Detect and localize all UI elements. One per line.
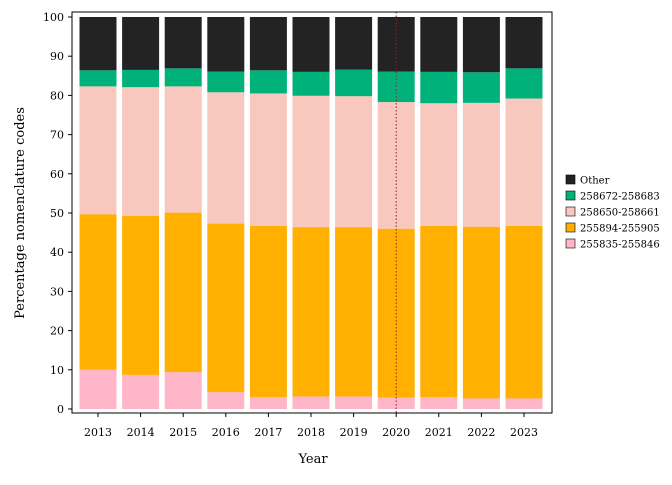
bar-2021-258672-258683 (420, 71, 458, 104)
y-tick-label-0: 0 (57, 403, 64, 416)
bar-2015-255894-255905 (164, 212, 202, 373)
legend-swatch-258672-258683 (565, 190, 576, 201)
bar-2022-255894-255905 (462, 226, 500, 399)
legend-swatch-255894-255905 (565, 222, 576, 233)
legend-swatch-255835-255846 (565, 238, 576, 249)
legend-label-258672-258683: 258672-258683 (580, 192, 660, 203)
bar-2018-258650-258661 (292, 95, 330, 228)
legend: Other 258672-258683 258650-258661 255894-25… (565, 174, 660, 251)
legend-label-255894-255905: 255894-255905 (580, 224, 660, 235)
legend-label-255835-255846: 255835-255846 (580, 240, 660, 251)
bar-2022-258650-258661 (462, 102, 500, 227)
bar-2018-255894-255905 (292, 227, 330, 397)
x-axis-title: Year (297, 452, 328, 467)
bar-2018-258672-258683 (292, 71, 330, 96)
x-tick-label-2014: 2014 (127, 426, 155, 439)
bar-2017-258672-258683 (249, 70, 287, 94)
legend-label-other: Other (580, 176, 610, 187)
bar-2019-258650-258661 (335, 96, 373, 228)
bar-2021-other (420, 17, 458, 72)
bar-2015-other (164, 17, 202, 69)
bar-2016-255835-255846 (207, 392, 245, 409)
bar-2014-258650-258661 (122, 87, 160, 216)
bar-2016-258650-258661 (207, 92, 245, 224)
bar-2013-other (79, 17, 117, 71)
y-tick-label-40: 40 (50, 246, 64, 259)
y-tick-label-70: 70 (50, 129, 64, 142)
bar-2019-258672-258683 (335, 69, 373, 97)
bar-2017-258650-258661 (249, 93, 287, 226)
bar-2013-255835-255846 (79, 369, 117, 409)
bar-2018-255835-255846 (292, 396, 330, 409)
bar-2020-258650-258661 (377, 102, 415, 229)
bar-2023-255835-255846 (505, 398, 543, 409)
bar-2017-other (249, 17, 287, 71)
bar-2019-255894-255905 (335, 227, 373, 397)
bar-2017-255894-255905 (249, 225, 287, 398)
legend-swatch-other (565, 174, 576, 185)
y-tick-label-60: 60 (50, 168, 64, 181)
y-tick-label-10: 10 (50, 364, 64, 377)
bar-2023-255894-255905 (505, 225, 543, 399)
bar-2022-258672-258683 (462, 72, 500, 103)
bar-2016-other (207, 17, 245, 72)
bars-layer (79, 17, 543, 409)
legend-swatch-258650-258661 (565, 206, 576, 217)
x-axis: 2013 2014 2015 2016 2017 2018 2019 2020 2021 2022… (84, 413, 538, 439)
x-tick-label-2022: 2022 (467, 426, 495, 439)
bar-2021-255894-255905 (420, 225, 458, 398)
bar-2015-258672-258683 (164, 68, 202, 87)
bar-2017-255835-255846 (249, 397, 287, 409)
bar-2014-258672-258683 (122, 69, 160, 88)
x-tick-label-2017: 2017 (254, 426, 282, 439)
bar-2023-258650-258661 (505, 98, 543, 226)
y-tick-label-90: 90 (50, 50, 64, 63)
bar-2020-255835-255846 (377, 397, 415, 409)
bar-2015-255835-255846 (164, 372, 202, 409)
bar-2014-other (122, 17, 160, 70)
bar-2023-other (505, 17, 543, 69)
y-tick-label-80: 80 (50, 89, 64, 102)
bar-2013-258672-258683 (79, 70, 117, 87)
x-tick-label-2018: 2018 (297, 426, 325, 439)
bar-2021-258650-258661 (420, 103, 458, 226)
x-tick-label-2023: 2023 (510, 426, 538, 439)
bar-2018-other (292, 17, 330, 72)
bar-2013-255894-255905 (79, 214, 117, 370)
x-tick-label-2019: 2019 (340, 426, 368, 439)
x-tick-label-2013: 2013 (84, 426, 112, 439)
bar-2016-258672-258683 (207, 71, 245, 93)
y-axis-title: Percentage nomenclature codes (13, 107, 28, 319)
y-tick-label-20: 20 (50, 325, 64, 338)
y-tick-label-30: 30 (50, 285, 64, 298)
bar-2022-255835-255846 (462, 398, 500, 409)
y-axis: 0 10 20 30 40 50 60 70 80 90 100 (43, 11, 72, 416)
legend-label-258650-258661: 258650-258661 (580, 208, 660, 219)
bar-2014-255894-255905 (122, 215, 160, 375)
x-tick-label-2020: 2020 (382, 426, 410, 439)
bar-2019-255835-255846 (335, 396, 373, 409)
bar-2014-255835-255846 (122, 374, 160, 409)
bar-2013-258650-258661 (79, 86, 117, 215)
bar-2019-other (335, 17, 373, 70)
x-tick-label-2021: 2021 (425, 426, 453, 439)
x-tick-label-2016: 2016 (212, 426, 240, 439)
bar-2016-255894-255905 (207, 223, 245, 393)
bar-2015-258650-258661 (164, 86, 202, 213)
x-tick-label-2015: 2015 (169, 426, 197, 439)
bar-2022-other (462, 17, 500, 73)
y-tick-label-50: 50 (50, 207, 64, 220)
y-tick-label-100: 100 (43, 11, 64, 24)
bar-2021-255835-255846 (420, 397, 458, 409)
bar-2023-258672-258683 (505, 68, 543, 99)
